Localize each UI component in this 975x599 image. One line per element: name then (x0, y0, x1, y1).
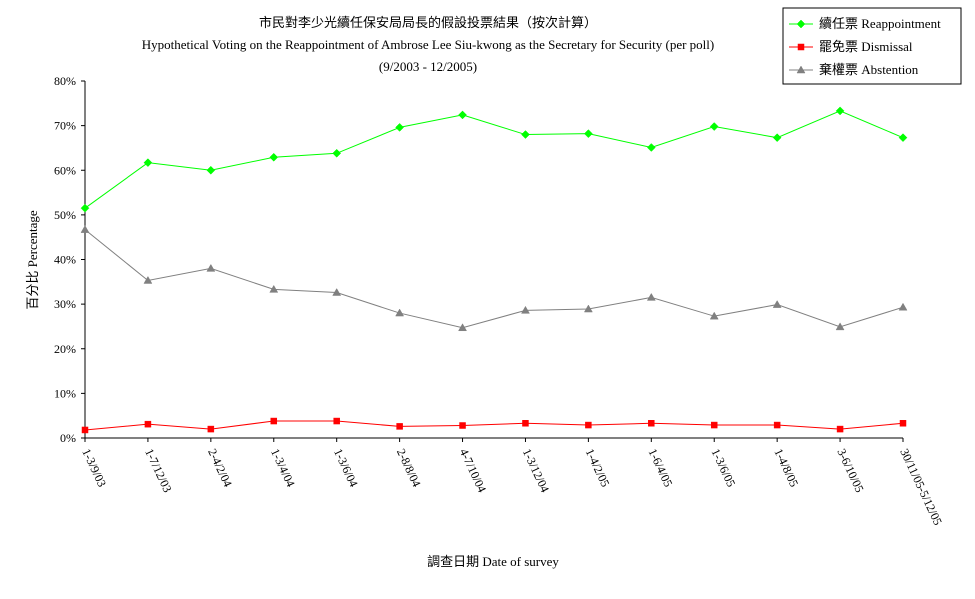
data-point (269, 152, 279, 162)
x-tick-label: 2-4/2/04 (205, 446, 235, 489)
data-point (270, 417, 278, 425)
legend-item: 棄權票 Abstention (789, 62, 919, 77)
x-tick-label: 30/11/05-5/12/05 (897, 446, 945, 527)
x-tick-label: 1-3/4/04 (268, 446, 298, 489)
data-point (81, 426, 89, 434)
data-point (709, 122, 719, 131)
series-line (84, 229, 904, 329)
legend: 續任票 Reappointment 罷免票 Dismissal 棄權票 Absten… (782, 7, 962, 85)
data-point (396, 423, 403, 430)
data-point (773, 421, 781, 429)
y-tick-label: 30% (54, 297, 76, 311)
data-point (709, 311, 719, 320)
y-tick-label: 10% (54, 386, 76, 400)
data-point (835, 322, 845, 331)
chart-subtitle: Hypothetical Voting on the Reappointment… (142, 37, 714, 52)
data-point (144, 420, 152, 428)
data-point (206, 263, 216, 272)
data-point (80, 203, 90, 213)
x-tick-label: 1-3/6/04 (331, 446, 361, 489)
series-layer (80, 106, 908, 434)
legend-swatch-marker (796, 19, 806, 29)
x-tick-label: 1-7/12/03 (142, 446, 174, 494)
data-point (835, 106, 845, 116)
data-point (646, 292, 656, 301)
data-point (836, 425, 844, 433)
y-tick-label: 20% (54, 342, 76, 356)
data-point (395, 308, 405, 317)
data-point (332, 288, 342, 296)
x-tick-label: 1-3/6/05 (709, 446, 739, 489)
y-axis-label: 百分比 Percentage (25, 210, 40, 310)
x-tick-label: 1-3/12/04 (520, 446, 552, 494)
data-point (583, 304, 593, 313)
data-point (332, 148, 342, 158)
x-tick-label: 3-6/10/05 (834, 446, 866, 494)
x-tick-label: 2-8/8/04 (394, 446, 424, 489)
legend-item: 續任票 Reappointment (789, 16, 941, 31)
data-point (458, 110, 467, 120)
series-0 (80, 106, 908, 213)
axes: 0% 10% 20% 30% 40% 50% 60% 70% 80% 1-3/9/03 1-7/12… (54, 74, 945, 527)
x-tick-label: 1-3/9/03 (79, 446, 109, 489)
data-point (143, 275, 153, 284)
data-point (521, 305, 530, 314)
data-point (522, 420, 529, 427)
data-point (772, 133, 782, 143)
x-tick-label: 1-4/2/05 (583, 446, 613, 489)
series-line (84, 110, 904, 209)
data-point (584, 129, 593, 139)
legend-swatch-marker (797, 43, 805, 51)
y-tick-label: 50% (54, 208, 76, 222)
data-point (898, 302, 908, 311)
x-tick-label: 1-4/8/05 (771, 446, 801, 489)
data-point (143, 158, 153, 168)
data-point (646, 143, 656, 152)
data-point (395, 123, 404, 132)
data-point (710, 421, 718, 429)
x-tick-label: 1-6/4/05 (646, 446, 676, 489)
data-point (648, 420, 655, 427)
legend-label: 罷免票 Dismissal (819, 39, 913, 54)
data-point (207, 425, 215, 433)
data-point (80, 225, 90, 233)
data-point (772, 300, 782, 308)
x-tick-label: 4-7/10/04 (457, 446, 489, 494)
data-point (521, 130, 530, 139)
legend-label: 續任票 Reappointment (819, 16, 941, 31)
data-point (269, 284, 279, 293)
data-point (459, 422, 466, 429)
x-axis-label: 調查日期 Date of survey (427, 554, 559, 569)
y-tick-label: 60% (54, 163, 76, 177)
data-point (899, 420, 907, 427)
chart-title: 市民對李少光續任保安局局長的假設投票結果（按次計算） (259, 15, 597, 31)
y-tick-label: 80% (54, 74, 76, 88)
y-tick-label: 40% (54, 253, 76, 267)
y-tick-label: 70% (54, 119, 76, 133)
chart-period: (9/2003 - 12/2005) (379, 59, 477, 74)
data-point (333, 417, 340, 425)
data-point (458, 323, 467, 332)
data-point (898, 133, 908, 143)
data-point (206, 165, 216, 175)
legend-swatch-marker (796, 65, 806, 74)
series-1 (81, 417, 907, 434)
data-point (585, 421, 592, 429)
legend-box (782, 7, 962, 85)
y-tick-label: 0% (60, 431, 76, 445)
legend-label: 棄權票 Abstention (819, 62, 919, 77)
series-2 (80, 225, 908, 332)
legend-item: 罷免票 Dismissal (789, 39, 913, 54)
series-line (84, 420, 904, 431)
